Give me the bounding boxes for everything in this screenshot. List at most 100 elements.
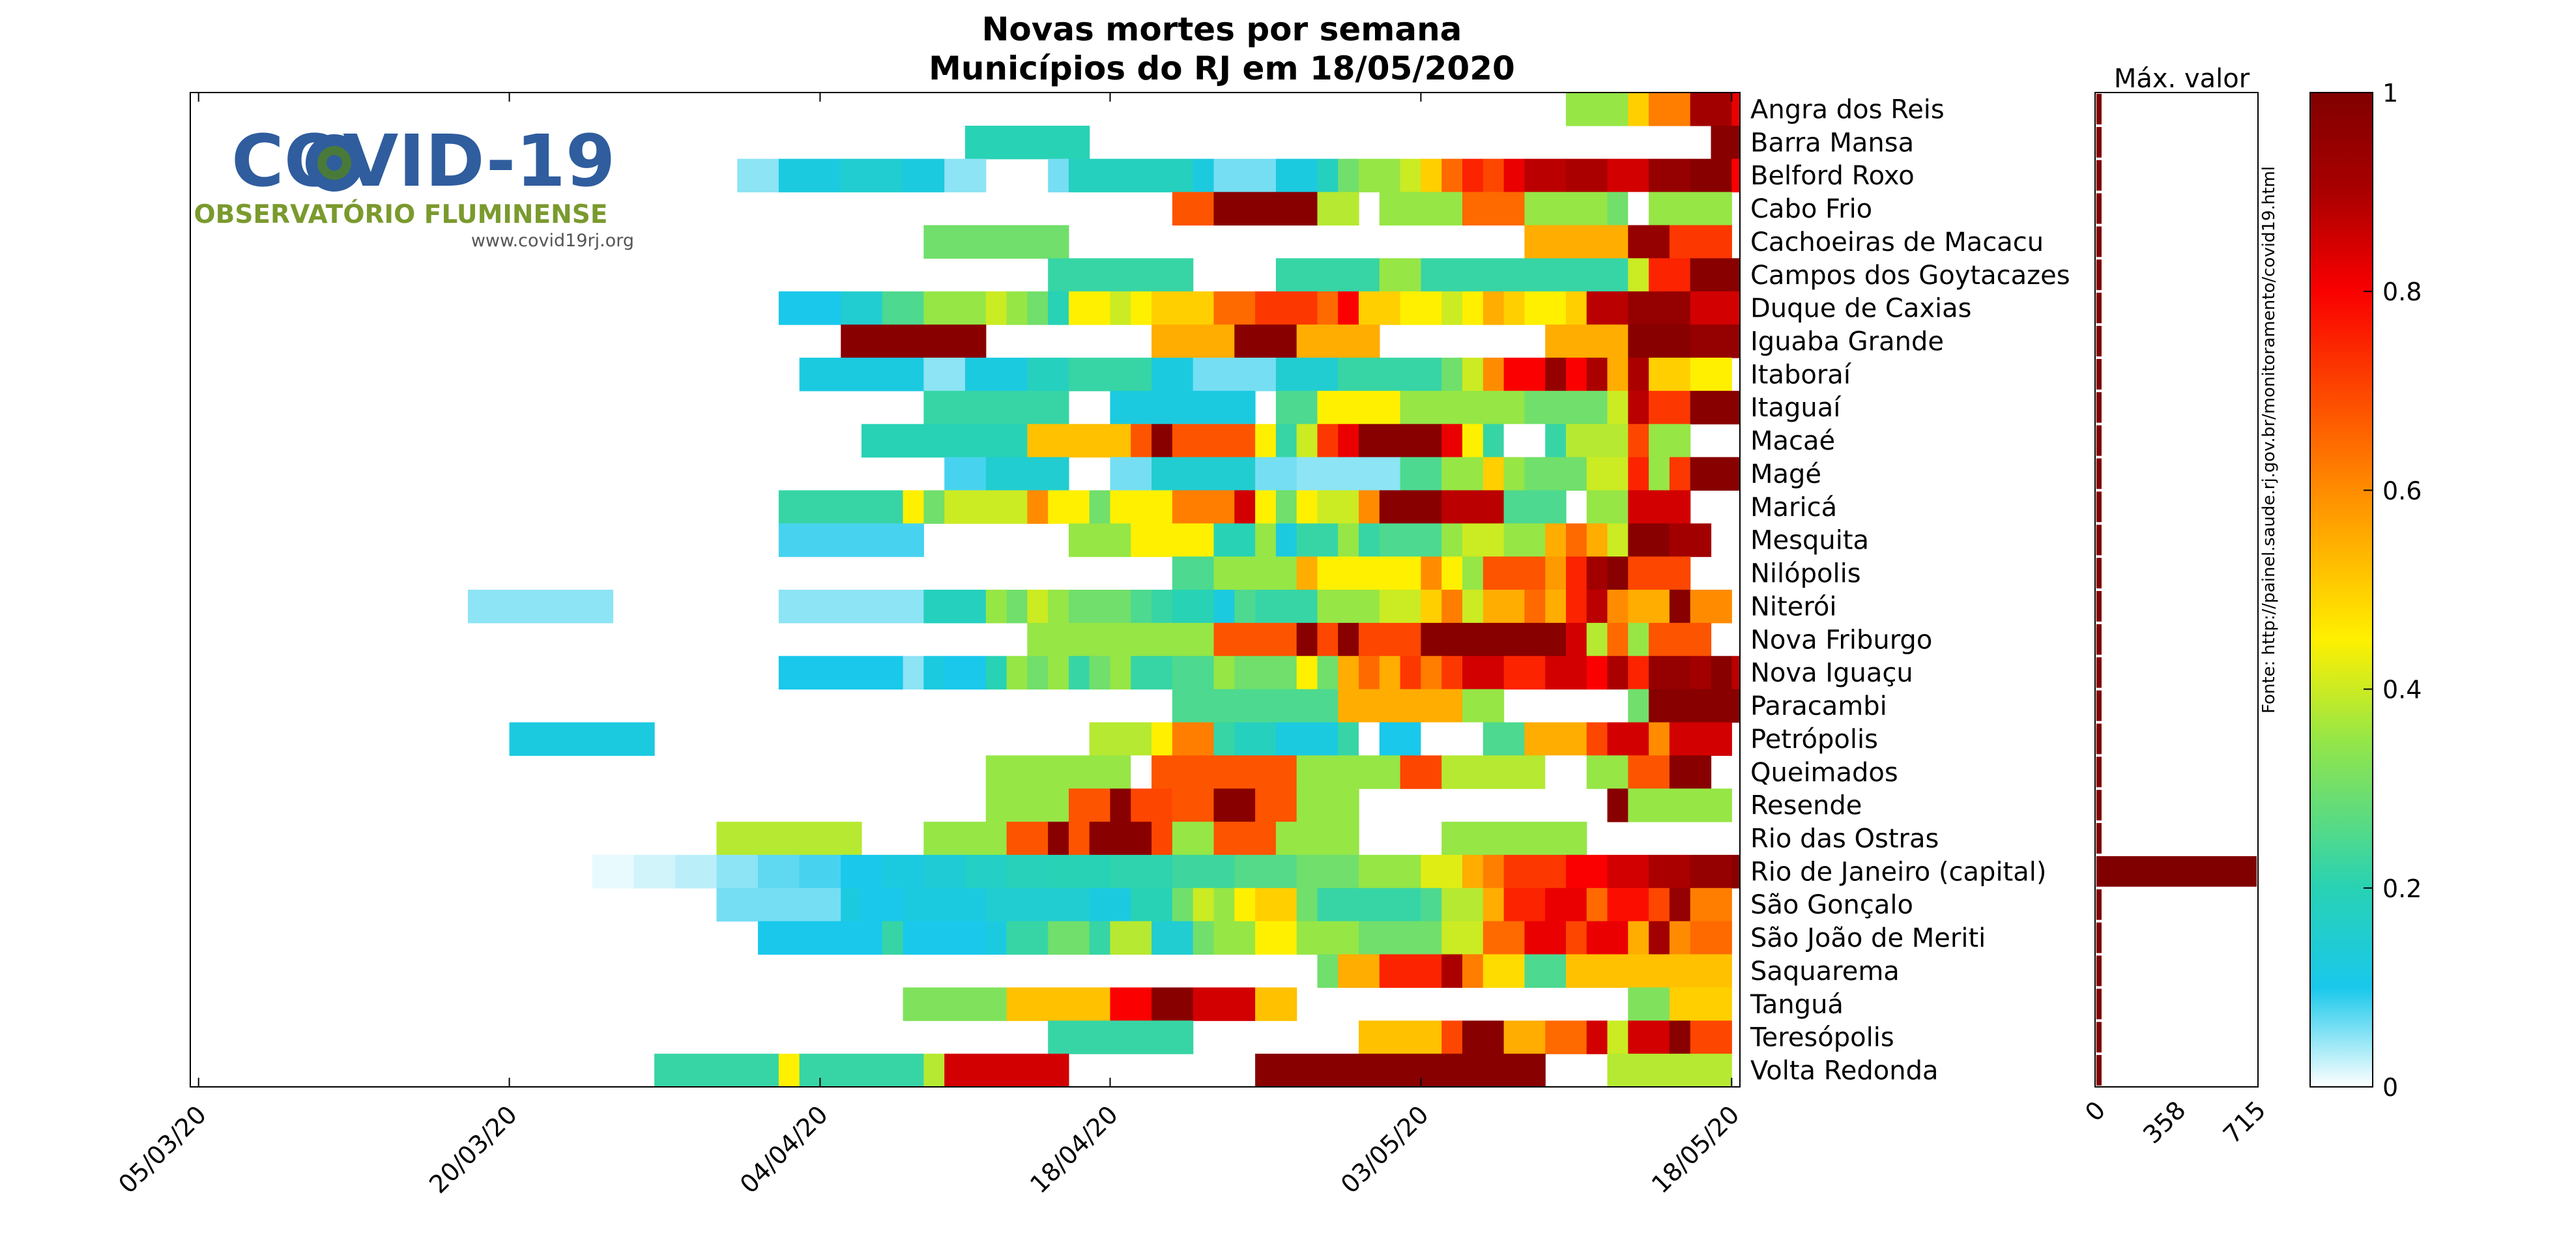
heatmap-cell — [903, 921, 987, 955]
heatmap-cell — [1669, 523, 1712, 557]
max-value-bar — [2096, 624, 2102, 655]
heatmap-cell — [1296, 887, 1318, 922]
heatmap-cell — [1628, 258, 1649, 292]
heatmap-cell — [1462, 523, 1505, 557]
heatmap-cell — [778, 590, 924, 624]
heatmap-cell — [1462, 1020, 1505, 1054]
colorbar-axis: 0 0.2 0.4 0.6 0.8 1 — [2364, 79, 2422, 1102]
heatmap-cell — [1462, 192, 1525, 226]
heatmap-cell — [1462, 556, 1484, 590]
heatmap-cell — [1441, 424, 1463, 458]
heatmap-cell — [1255, 457, 1297, 491]
heatmap-cell — [1193, 987, 1256, 1021]
heatmap-cell — [1524, 921, 1567, 955]
heatmap-cell — [1255, 490, 1277, 524]
heatmap-cell — [1338, 722, 1359, 756]
heatmap-cell — [1607, 854, 1649, 889]
max-value-bar — [2096, 823, 2102, 854]
heatmap-cell — [985, 590, 1007, 624]
heatmap-cell — [758, 921, 883, 955]
row-label: Resende — [1750, 791, 1862, 821]
heatmap-cell — [1110, 390, 1256, 425]
heatmap-cell — [1669, 457, 1691, 491]
covid19-logo: COVID-19 OBSERVATÓRIO FLUMINENSE www.cov… — [194, 119, 634, 251]
heatmap-cell — [1255, 987, 1297, 1021]
heatmap-cell — [1649, 424, 1691, 458]
heatmap-cell — [716, 887, 841, 922]
heatmap-cell — [1524, 722, 1587, 756]
heatmap-cell — [1213, 887, 1235, 922]
heatmap-cell — [1607, 788, 1628, 822]
heatmap-cell — [1255, 921, 1297, 955]
heatmap-cell — [1690, 324, 1741, 358]
heatmap-cell — [1503, 1020, 1546, 1054]
heatmap-cell — [1483, 424, 1505, 458]
heatmap-cell — [1317, 887, 1422, 922]
max-value-bar — [2096, 988, 2102, 1020]
heatmap-cell — [1566, 854, 1608, 889]
heatmap-cell — [985, 788, 1069, 822]
heatmap-cell — [1731, 93, 1741, 126]
heatmap-cell — [985, 887, 1090, 922]
heatmap-cell — [1483, 887, 1505, 922]
heatmap-cell — [1296, 788, 1359, 822]
heatmap-cell — [1690, 158, 1732, 193]
row-label: Cabo Frio — [1750, 194, 1872, 224]
heatmap-cell — [1649, 722, 1670, 756]
heatmap-cell — [468, 590, 614, 624]
heatmap-cell — [1628, 357, 1649, 392]
heatmap-cell — [1690, 921, 1732, 955]
heatmap-cell — [1338, 689, 1463, 723]
heatmap-cell — [1462, 424, 1484, 458]
colorbar-tick-label: 0 — [2382, 1073, 2398, 1102]
heatmap-cell — [1649, 656, 1691, 690]
max-axis-tick-label: 0 — [2079, 1095, 2111, 1127]
heatmap-cell — [1628, 656, 1649, 690]
heatmap-cell — [1483, 722, 1525, 756]
heatmap-cell — [1338, 158, 1359, 193]
heatmap-cell — [1607, 1054, 1732, 1088]
row-label: Maricá — [1750, 493, 1837, 523]
heatmap-cell — [1503, 490, 1567, 524]
heatmap-cell — [1628, 192, 1649, 226]
heatmap-cell — [1566, 954, 1732, 988]
heatmap-cell — [1649, 258, 1691, 292]
row-label: Saquarema — [1750, 957, 1900, 987]
source-note: Fonte: http://painel.saude.rj.gov.br/mon… — [2259, 166, 2279, 714]
heatmap-cell — [1151, 324, 1235, 358]
heatmap-cell — [674, 854, 717, 889]
heatmap-cell — [1503, 854, 1567, 889]
heatmap-cell — [1586, 887, 1608, 922]
heatmap-cell — [1151, 424, 1173, 458]
heatmap-cell — [944, 656, 987, 690]
heatmap-cell — [1441, 556, 1463, 590]
row-label: Iguaba Grande — [1750, 327, 1944, 357]
heatmap-cell — [1089, 656, 1111, 690]
heatmap-cell — [1628, 390, 1649, 425]
heatmap-cell — [1069, 822, 1090, 856]
heatmap-cell — [1441, 357, 1463, 392]
heatmap-cell — [1524, 158, 1567, 193]
heatmap-cell — [1566, 622, 1587, 657]
heatmap-cell — [1296, 622, 1318, 657]
heatmap-cell — [1338, 424, 1359, 458]
heatmap-cell — [841, 291, 883, 325]
heatmap-cell — [1255, 788, 1297, 822]
heatmap-cell — [1317, 192, 1359, 226]
heatmap-cell — [1503, 158, 1525, 193]
heatmap-cell — [820, 357, 925, 392]
heatmap-cell — [1421, 854, 1463, 889]
heatmap-cell — [1628, 291, 1691, 325]
heatmap-cell — [1545, 755, 1587, 789]
heatmap-cell — [1275, 258, 1380, 292]
heatmap-cell — [1628, 590, 1670, 624]
chart-subtitle: Municípios do RJ em 18/05/2020 — [929, 50, 1515, 87]
x-tick-label: 03/05/20 — [1335, 1100, 1434, 1199]
heatmap-cell — [1131, 291, 1152, 325]
max-value-bar — [2096, 425, 2102, 456]
heatmap-cell — [1151, 921, 1194, 955]
heatmap-cell — [1545, 357, 1567, 392]
heatmap-cell — [1110, 490, 1173, 524]
heatmap-cell — [1234, 590, 1256, 624]
max-value-frame — [2094, 92, 2259, 1088]
